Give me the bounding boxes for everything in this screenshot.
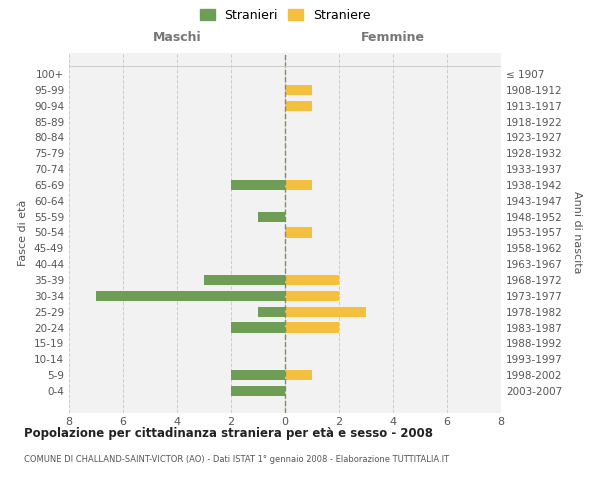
Bar xyxy=(204,275,285,285)
Bar xyxy=(231,322,285,332)
Text: Maschi: Maschi xyxy=(152,30,202,44)
Bar xyxy=(231,370,285,380)
Bar xyxy=(285,275,339,285)
Legend: Stranieri, Straniere: Stranieri, Straniere xyxy=(197,6,373,24)
Bar xyxy=(96,290,285,301)
Bar xyxy=(258,306,285,317)
Bar xyxy=(285,100,312,111)
Bar xyxy=(285,290,339,301)
Y-axis label: Anni di nascita: Anni di nascita xyxy=(572,191,582,274)
Bar xyxy=(231,386,285,396)
Bar xyxy=(285,228,312,237)
Bar xyxy=(285,84,312,95)
Y-axis label: Fasce di età: Fasce di età xyxy=(19,200,28,266)
Bar xyxy=(285,322,339,332)
Bar xyxy=(285,306,366,317)
Bar xyxy=(231,180,285,190)
Bar xyxy=(285,180,312,190)
Text: Femmine: Femmine xyxy=(361,30,425,44)
Text: COMUNE DI CHALLAND-SAINT-VICTOR (AO) - Dati ISTAT 1° gennaio 2008 - Elaborazione: COMUNE DI CHALLAND-SAINT-VICTOR (AO) - D… xyxy=(24,455,449,464)
Text: Popolazione per cittadinanza straniera per età e sesso - 2008: Popolazione per cittadinanza straniera p… xyxy=(24,428,433,440)
Bar xyxy=(258,212,285,222)
Bar xyxy=(285,370,312,380)
